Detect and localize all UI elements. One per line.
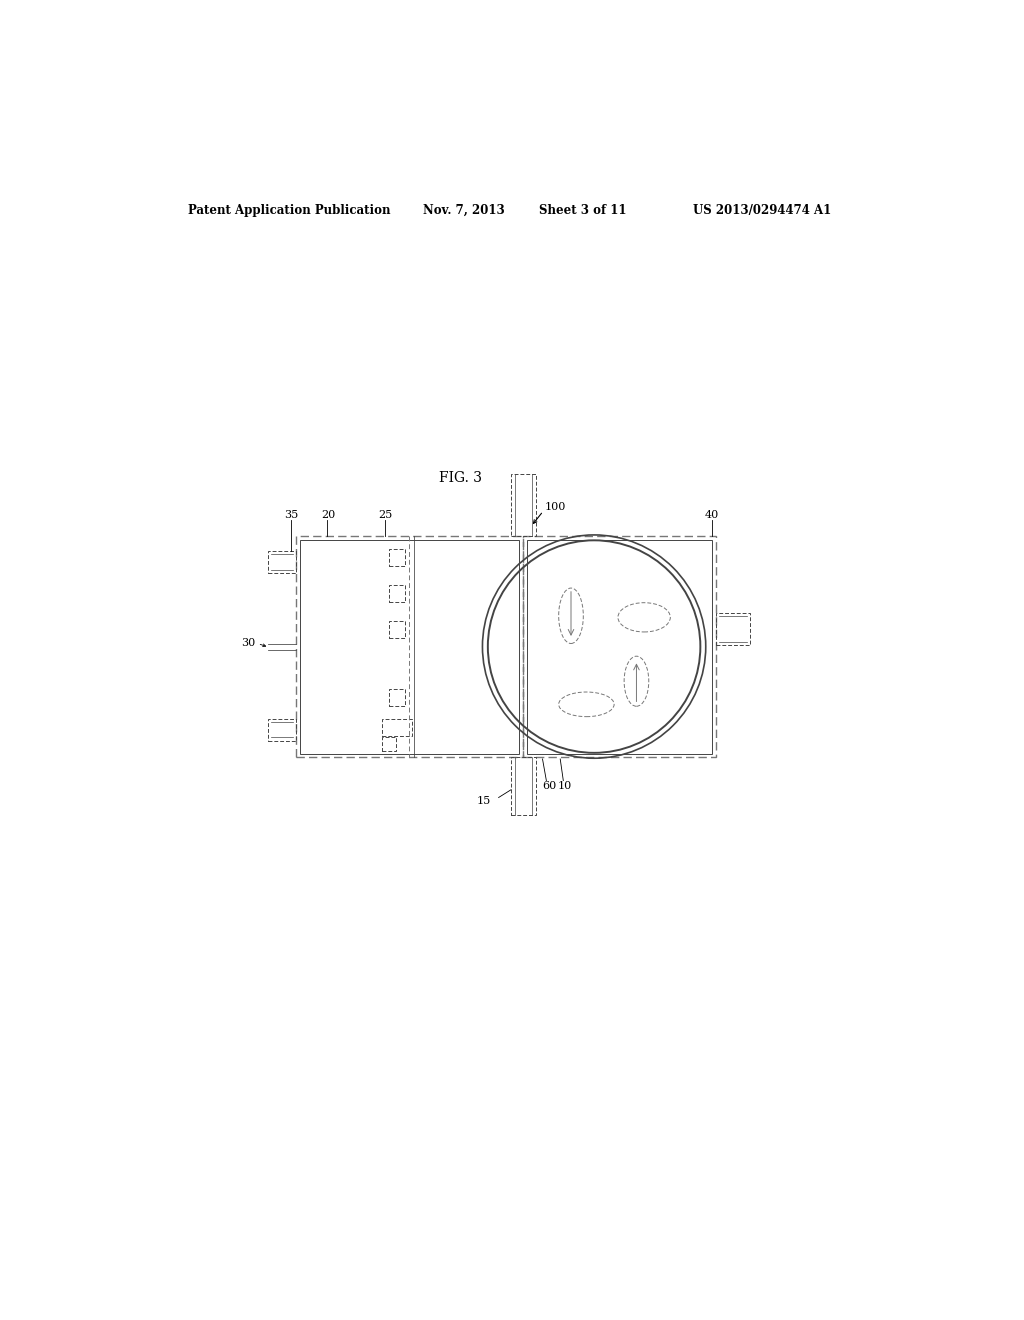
Bar [511, 474, 536, 536]
Bar [388, 585, 406, 602]
Bar [382, 719, 412, 737]
Bar [388, 549, 406, 566]
Text: 30: 30 [241, 639, 255, 648]
Bar [382, 738, 396, 751]
Text: 100: 100 [545, 502, 566, 512]
Bar [716, 612, 751, 645]
Bar [300, 540, 519, 754]
Bar [388, 689, 406, 706]
Text: 40: 40 [705, 511, 719, 520]
Text: 25: 25 [379, 511, 393, 520]
Text: Sheet 3 of 11: Sheet 3 of 11 [539, 205, 626, 218]
Text: 10: 10 [558, 780, 572, 791]
Text: US 2013/0294474 A1: US 2013/0294474 A1 [692, 205, 830, 218]
Text: 15: 15 [476, 796, 490, 807]
Bar [296, 536, 523, 758]
Bar [527, 540, 712, 754]
Bar [523, 536, 716, 758]
Text: Nov. 7, 2013: Nov. 7, 2013 [423, 205, 505, 218]
Text: 60: 60 [543, 780, 557, 791]
Text: 35: 35 [285, 511, 299, 520]
Text: Patent Application Publication: Patent Application Publication [188, 205, 391, 218]
Bar [267, 719, 296, 741]
Text: 20: 20 [321, 511, 335, 520]
Bar [511, 758, 536, 816]
Text: FIG. 3: FIG. 3 [438, 471, 481, 484]
Bar [267, 552, 296, 573]
Bar [388, 622, 406, 638]
